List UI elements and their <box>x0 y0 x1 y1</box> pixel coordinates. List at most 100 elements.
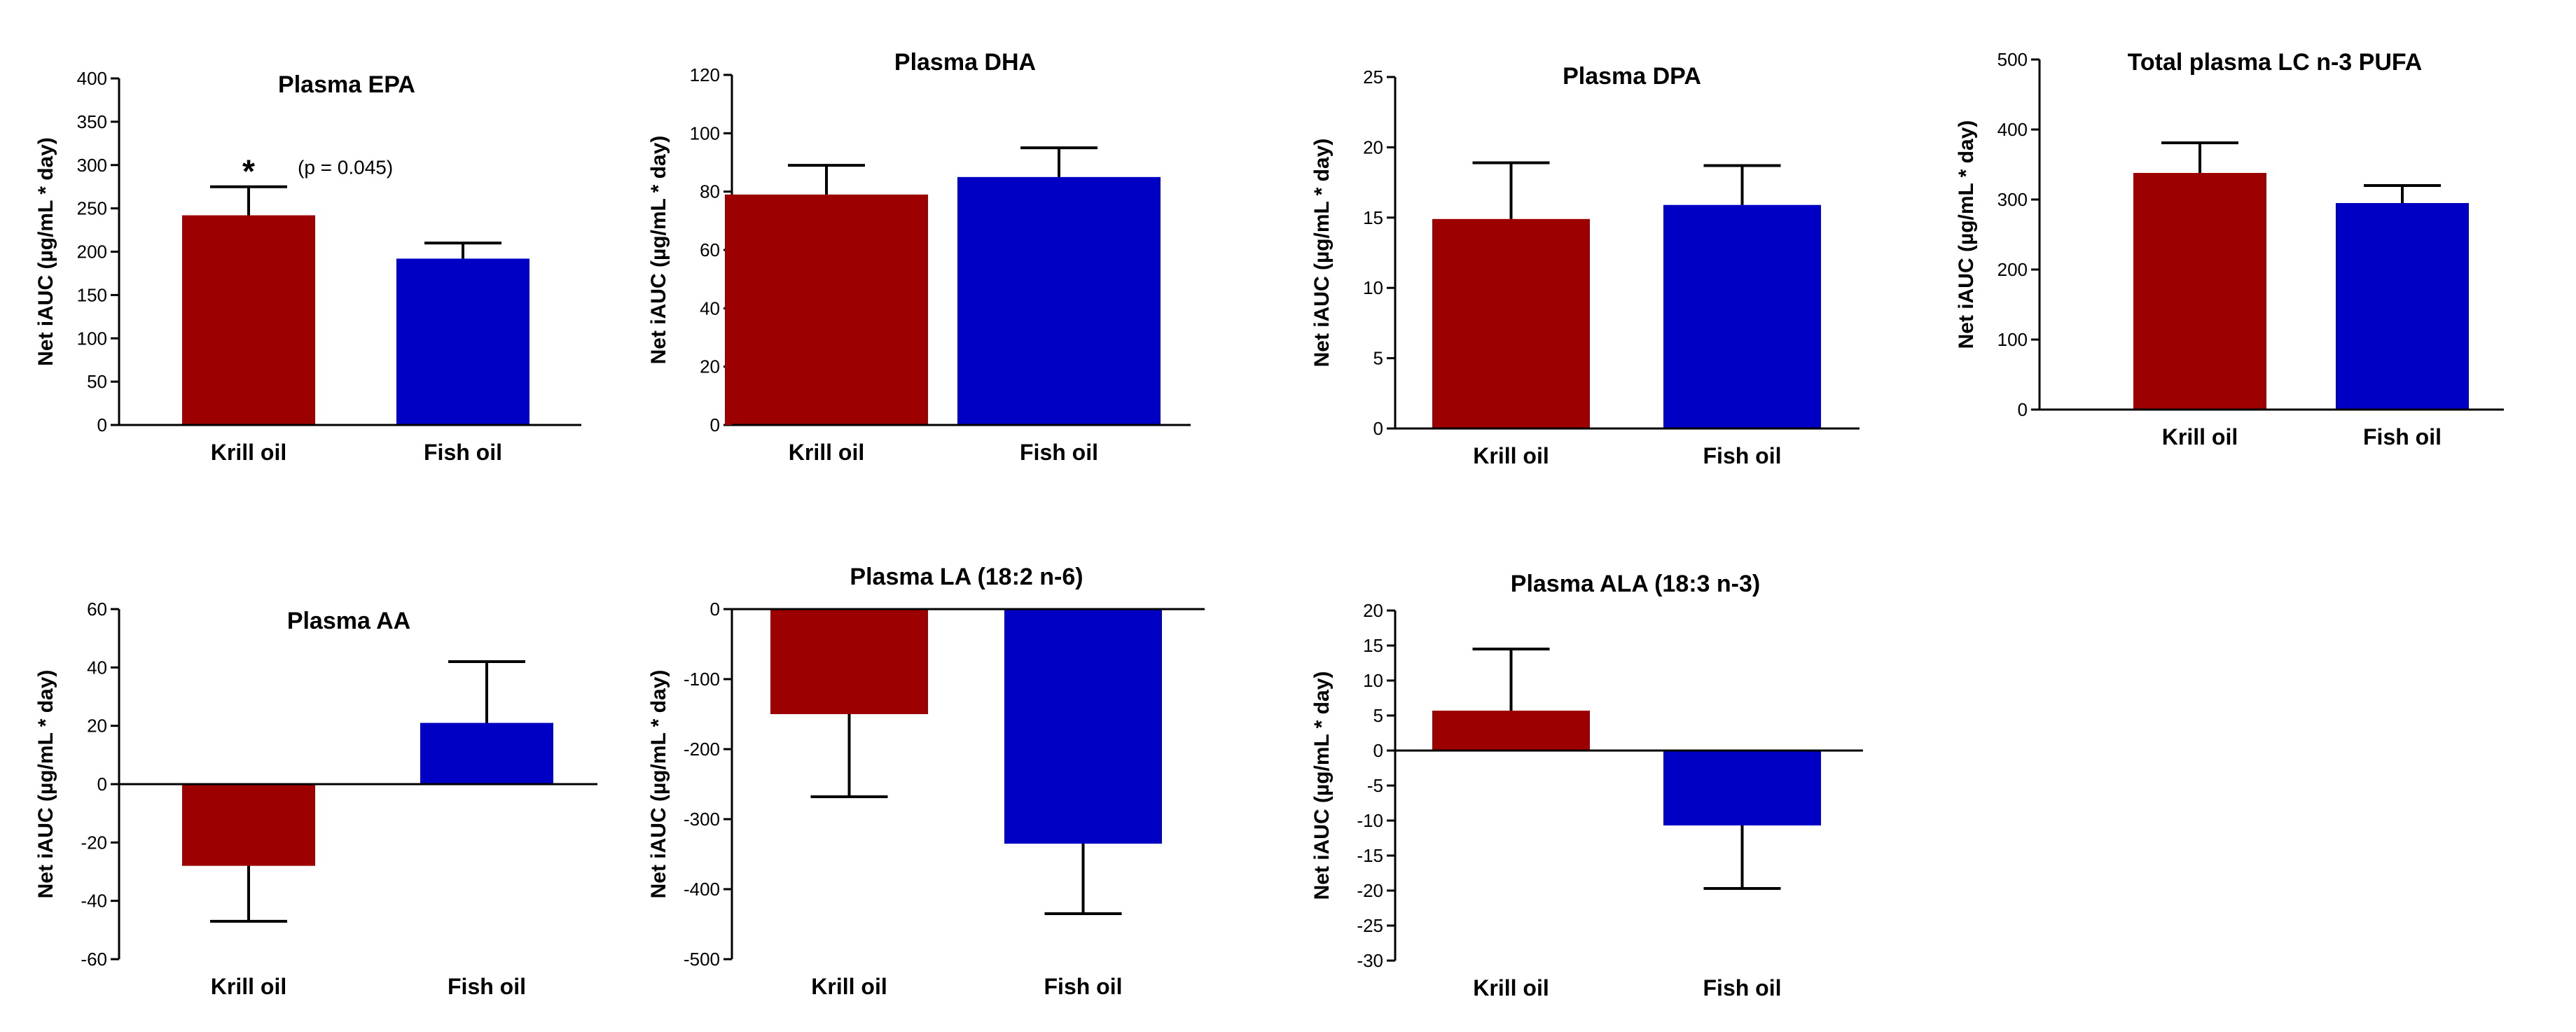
chart-panel-7: Plasma ALA (18:3 n-3) -30 -25 -20 -15 -10 -5 0 5… <box>1310 571 1863 1000</box>
y-tick-label: 60 <box>700 239 720 260</box>
x-category-label: Fish oil <box>424 440 502 465</box>
bar-fish-oil <box>1004 609 1162 844</box>
y-axis-label: Net iAUC (µg/mL * day) <box>1310 671 1334 900</box>
chart-title: Total plasma LC n-3 PUFA <box>2128 49 2423 76</box>
y-tick-label: 500 <box>1997 49 2028 70</box>
y-tick-label: 300 <box>77 155 107 176</box>
y-tick-label: 20 <box>1363 137 1383 158</box>
y-tick-label: 0 <box>710 414 720 435</box>
chart-panel-1: Plasma EPA 0 50 100 150 200 250 300 350 400 Net iA… <box>34 68 581 465</box>
y-axis-label: Net iAUC (µg/mL * day) <box>647 136 670 365</box>
bar-fish-oil <box>420 723 553 784</box>
y-tick-label: 0 <box>97 774 107 795</box>
y-tick-label: -500 <box>684 949 720 970</box>
y-tick-label: 25 <box>1363 67 1383 88</box>
p-value-annotation: (p = 0.045) <box>298 157 393 179</box>
bar-krill-oil <box>1432 711 1590 751</box>
bar-fish-oil <box>1663 751 1821 825</box>
y-tick-label: 20 <box>1363 600 1383 621</box>
x-category-label: Krill oil <box>2162 424 2238 449</box>
bar-fish-oil <box>1663 204 1821 428</box>
x-category-label: Krill oil <box>789 440 864 465</box>
y-tick-label: -30 <box>1357 950 1383 971</box>
y-tick-label: 100 <box>77 328 107 349</box>
y-tick-label: -400 <box>684 879 720 900</box>
bar-krill-oil <box>725 194 928 425</box>
y-tick-label: -5 <box>1367 775 1383 796</box>
y-tick-label: 100 <box>690 123 720 144</box>
x-category-label: Fish oil <box>1703 975 1782 1000</box>
y-tick-label: 300 <box>1997 189 2028 210</box>
x-category-label: Fish oil <box>1703 443 1782 468</box>
y-tick-label: 10 <box>1363 277 1383 298</box>
y-tick-label: 10 <box>1363 670 1383 691</box>
bar-krill-oil <box>1432 218 1590 428</box>
y-tick-label: 0 <box>710 599 720 620</box>
y-tick-label: 250 <box>77 198 107 219</box>
chart-panel-4: Total plasma LC n-3 PUFA 0 100 200 300 400 500… <box>1955 49 2504 449</box>
x-category-label: Fish oil <box>1044 974 1123 999</box>
y-tick-label: -25 <box>1357 915 1383 936</box>
chart-panel-6: Plasma LA (18:2 n-6) -500 -400 -300 -200 -100… <box>647 564 1205 999</box>
y-tick-label: 0 <box>97 414 107 435</box>
x-category-label: Krill oil <box>1473 975 1549 1000</box>
y-tick-label: -10 <box>1357 810 1383 831</box>
x-category-label: Krill oil <box>211 974 286 999</box>
chart-title: Plasma AA <box>287 608 410 634</box>
y-tick-label: 40 <box>700 298 720 319</box>
y-axis-label: Net iAUC (µg/mL * day) <box>1310 139 1334 368</box>
y-tick-label: 400 <box>1997 119 2028 140</box>
chart-title: Plasma LA (18:2 n-6) <box>850 564 1083 590</box>
y-axis-label: Net iAUC (µg/mL * day) <box>1955 120 1978 349</box>
y-tick-label: 40 <box>87 657 107 678</box>
y-tick-label: -200 <box>684 739 720 760</box>
y-tick-label: -20 <box>81 832 107 853</box>
y-tick-label: 20 <box>87 716 107 737</box>
chart-panel-2: Plasma DHA 0 20 40 60 80 100 120 Net iAUC (µg/mL… <box>647 49 1191 465</box>
bar-fish-oil <box>957 176 1161 426</box>
significance-star: * <box>242 153 255 190</box>
y-axis-label: Net iAUC (µg/mL * day) <box>34 137 57 366</box>
y-axis-label: Net iAUC (µg/mL * day) <box>34 670 57 899</box>
x-category-label: Krill oil <box>1473 443 1549 468</box>
y-tick-label: -40 <box>81 891 107 912</box>
x-category-label: Krill oil <box>211 440 286 465</box>
y-tick-label: 150 <box>77 284 107 305</box>
y-tick-label: 120 <box>690 64 720 85</box>
bar-krill-oil <box>182 215 315 425</box>
y-tick-label: 350 <box>77 111 107 132</box>
y-tick-label: 15 <box>1363 207 1383 228</box>
y-tick-label: -300 <box>684 809 720 830</box>
y-tick-label: 80 <box>700 181 720 202</box>
x-category-label: Fish oil <box>448 974 526 999</box>
chart-title: Plasma ALA (18:3 n-3) <box>1511 571 1760 597</box>
y-tick-label: 60 <box>87 599 107 620</box>
bar-fish-oil <box>396 258 529 425</box>
bar-krill-oil <box>770 609 928 714</box>
y-tick-label: 200 <box>77 242 107 263</box>
y-tick-label: 5 <box>1373 705 1383 726</box>
y-tick-label: -100 <box>684 669 720 690</box>
chart-title: Plasma DHA <box>894 49 1036 76</box>
bar-krill-oil <box>182 784 315 866</box>
chart-title: Plasma DPA <box>1563 63 1701 90</box>
y-tick-label: 400 <box>77 68 107 89</box>
x-category-label: Krill oil <box>811 974 887 999</box>
y-tick-label: -15 <box>1357 845 1383 866</box>
x-category-label: Fish oil <box>1020 440 1098 465</box>
chart-panel-5: Plasma AA -60 -40 -20 0 20 40 60 Net iAUC (µg/mL… <box>34 599 597 999</box>
y-tick-label: 20 <box>700 356 720 377</box>
y-tick-label: 15 <box>1363 635 1383 656</box>
bar-fish-oil <box>2336 203 2469 410</box>
y-tick-label: 5 <box>1373 348 1383 369</box>
y-tick-label: 0 <box>1373 418 1383 439</box>
y-tick-label: 0 <box>1373 740 1383 761</box>
y-tick-label: 100 <box>1997 329 2028 350</box>
y-axis-label: Net iAUC (µg/mL * day) <box>647 670 670 899</box>
y-tick-label: 0 <box>2018 399 2028 420</box>
chart-title: Plasma EPA <box>278 71 415 98</box>
y-tick-label: -60 <box>81 949 107 970</box>
y-tick-label: -20 <box>1357 880 1383 901</box>
y-tick-label: 50 <box>87 371 107 392</box>
